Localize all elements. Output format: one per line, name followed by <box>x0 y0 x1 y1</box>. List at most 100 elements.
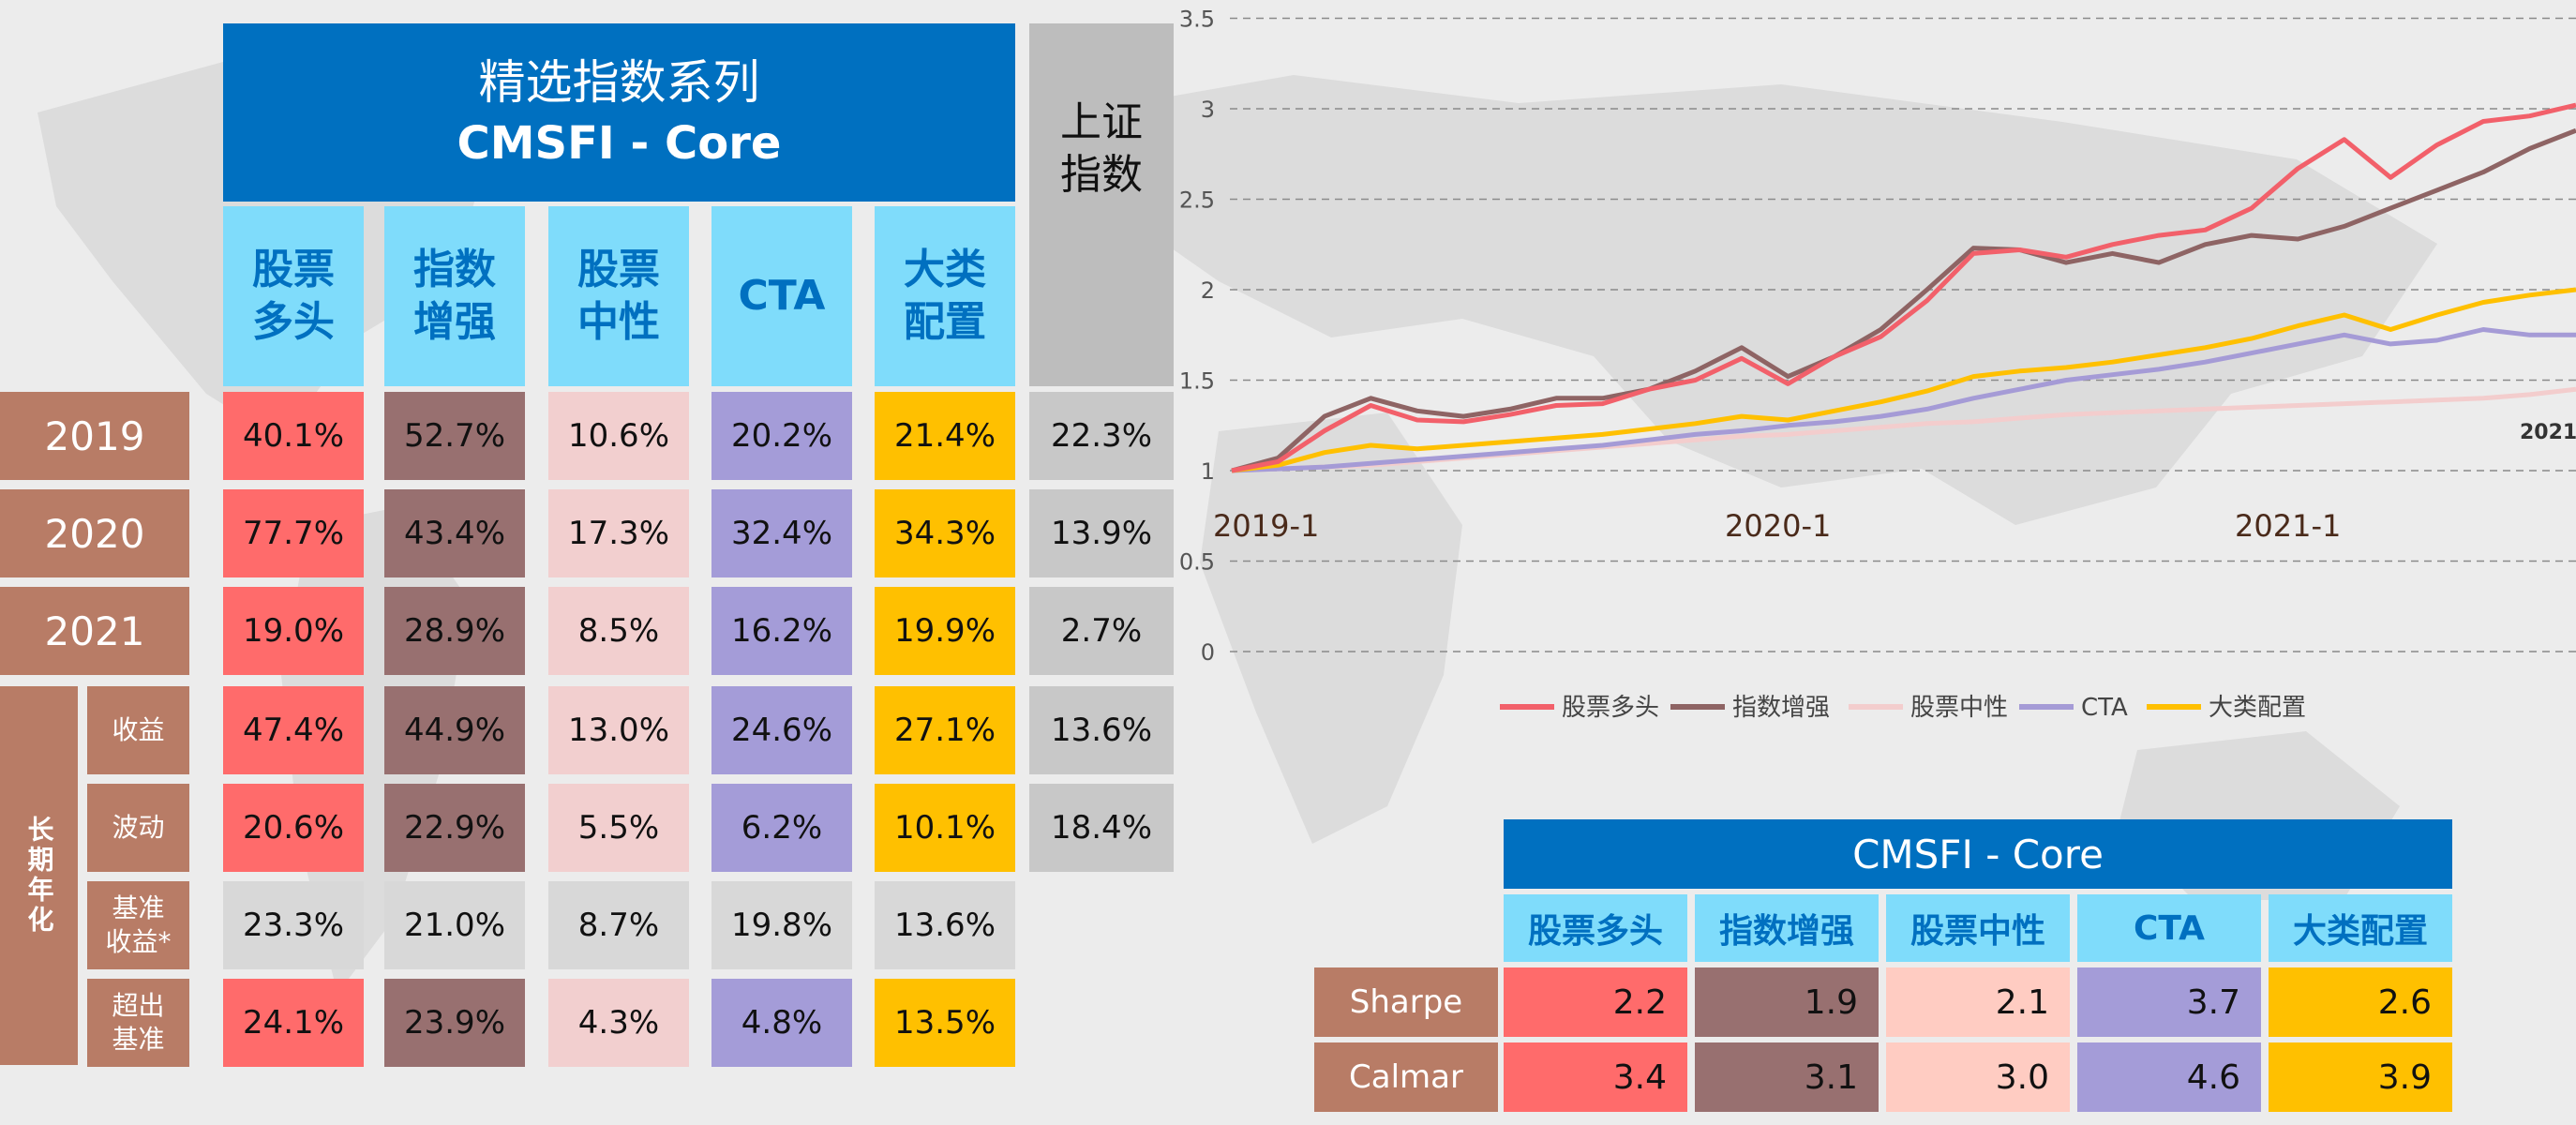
cell-r0-c0: 40.1% <box>223 392 364 480</box>
cell-r3-c3: 24.6% <box>711 686 852 774</box>
cell-r3-c1: 44.9% <box>384 686 525 774</box>
cell-r4-c2: 5.5% <box>548 784 689 872</box>
legend-label-1: 指数增强 <box>1732 694 1830 722</box>
y-tick-5: 2.5 <box>1179 188 1215 214</box>
y-tick-3: 1.5 <box>1179 368 1215 395</box>
cell-r2-c4: 19.9% <box>875 587 1015 675</box>
y-tick-1: 0.5 <box>1179 549 1215 576</box>
series-line-3 <box>1231 327 2576 473</box>
cell-r6-c1: 23.9% <box>384 979 525 1067</box>
cell-r2-c2: 8.5% <box>548 587 689 675</box>
legend-label-4: 大类配置 <box>2209 694 2306 722</box>
chart-x-tick-labels: 2019-1 2020-1 2021-1 2021 <box>1213 421 2576 544</box>
legend-label-3: CTA <box>2081 694 2128 722</box>
benchmark-header-line2: 指数 <box>1060 150 1143 199</box>
row-label-2: 2021 <box>0 587 189 675</box>
col-header-3: CTA <box>711 206 852 386</box>
bottom-row-label-1: Calmar <box>1314 1042 1498 1112</box>
chart-legend: 股票多头 指数增强 股票中性 CTA 大类配置 <box>1500 694 2306 722</box>
left-table-title: 精选指数系列 CMSFI - Core <box>223 23 1015 202</box>
y-tick-0: 0 <box>1201 639 1215 666</box>
benchmark-cell-3: 13.6% <box>1029 686 1174 774</box>
cell-r0-c3: 20.2% <box>711 392 852 480</box>
bottom-col-header-2: 股票中性 <box>1886 894 2070 962</box>
series-line-4 <box>1231 287 2576 473</box>
cell-r0-c4: 21.4% <box>875 392 1015 480</box>
y-tick-7: 3.5 <box>1179 7 1215 33</box>
col-header-0: 股票 多头 <box>223 206 364 386</box>
bottom-cell-r1-c1: 3.1 <box>1695 1042 1879 1112</box>
row-label-1: 2020 <box>0 489 189 578</box>
cell-r5-c3: 19.8% <box>711 881 852 969</box>
cell-r4-c1: 22.9% <box>384 784 525 872</box>
benchmark-cell-2: 2.7% <box>1029 587 1174 675</box>
bottom-cell-r0-c2: 2.1 <box>1886 968 2070 1037</box>
bottom-cell-r1-c3: 4.6 <box>2077 1042 2261 1112</box>
bottom-table-title: CMSFI - Core <box>1504 819 2452 889</box>
row-label-3: 收益 <box>87 686 189 774</box>
cell-r1-c3: 32.4% <box>711 489 852 578</box>
bottom-cell-r1-c2: 3.0 <box>1886 1042 2070 1112</box>
cell-r2-c0: 19.0% <box>223 587 364 675</box>
cell-r3-c2: 13.0% <box>548 686 689 774</box>
benchmark-cell-1: 13.9% <box>1029 489 1174 578</box>
y-tick-2: 1 <box>1201 458 1215 485</box>
bottom-cell-r0-c3: 3.7 <box>2077 968 2261 1037</box>
cell-r1-c4: 34.3% <box>875 489 1015 578</box>
cell-r4-c0: 20.6% <box>223 784 364 872</box>
benchmark-cell-0: 22.3% <box>1029 392 1174 480</box>
row-label-6: 超出 基准 <box>87 979 189 1067</box>
legend-label-2: 股票中性 <box>1910 694 2008 722</box>
chart-y-tick-labels: 0 0.5 1 1.5 2 2.5 3 3.5 <box>1179 7 1215 667</box>
y-tick-4: 2 <box>1201 278 1215 304</box>
cell-r0-c1: 52.7% <box>384 392 525 480</box>
bottom-col-header-3: CTA <box>2077 894 2261 962</box>
bottom-col-header-4: 大类配置 <box>2269 894 2452 962</box>
x-tick-0: 2019-1 <box>1213 508 1319 544</box>
cell-r1-c2: 17.3% <box>548 489 689 578</box>
bottom-col-header-1: 指数增强 <box>1695 894 1879 962</box>
benchmark-cell-4: 18.4% <box>1029 784 1174 872</box>
x-tick-1: 2020-1 <box>1725 508 1831 544</box>
cell-r4-c3: 6.2% <box>711 784 852 872</box>
cell-r5-c4: 13.6% <box>875 881 1015 969</box>
cell-r1-c0: 77.7% <box>223 489 364 578</box>
legend-label-0: 股票多头 <box>1562 694 1659 722</box>
cell-r6-c3: 4.8% <box>711 979 852 1067</box>
chart-grid <box>1230 17 2576 652</box>
cell-r2-c3: 16.2% <box>711 587 852 675</box>
series-line-0 <box>1231 102 2576 473</box>
x-tick-2: 2021-1 <box>2235 508 2341 544</box>
col-header-4: 大类 配置 <box>875 206 1015 386</box>
cell-r3-c4: 27.1% <box>875 686 1015 774</box>
y-tick-6: 3 <box>1201 97 1215 123</box>
cell-r6-c0: 24.1% <box>223 979 364 1067</box>
series-line-1 <box>1231 128 2576 473</box>
col-header-1: 指数 增强 <box>384 206 525 386</box>
bottom-col-header-0: 股票多头 <box>1504 894 1687 962</box>
cell-r4-c4: 10.1% <box>875 784 1015 872</box>
chart-series-group <box>1231 102 2576 473</box>
cell-r1-c1: 43.4% <box>384 489 525 578</box>
bottom-cell-r0-c1: 1.9 <box>1695 968 1879 1037</box>
cell-r6-c4: 13.5% <box>875 979 1015 1067</box>
nav-line-chart: 00.511.522.533.5 2019-1 2020-1 2021-12021 … <box>1179 7 2576 722</box>
col-header-2: 股票 中性 <box>548 206 689 386</box>
row-label-5: 基准 收益* <box>87 881 189 969</box>
cell-r5-c2: 8.7% <box>548 881 689 969</box>
cell-r6-c2: 4.3% <box>548 979 689 1067</box>
row-label-4: 波动 <box>87 784 189 872</box>
row-label-0: 2019 <box>0 392 189 480</box>
left-table-title-line2: CMSFI - Core <box>457 117 782 170</box>
cell-r5-c1: 21.0% <box>384 881 525 969</box>
benchmark-header: 上证 指数 <box>1029 23 1174 386</box>
benchmark-header-line1: 上证 <box>1060 98 1143 146</box>
cell-r2-c1: 28.9% <box>384 587 525 675</box>
left-table-title-line1: 精选指数系列 <box>478 55 760 110</box>
bottom-cell-r0-c4: 2.6 <box>2269 968 2452 1037</box>
bottom-cell-r1-c0: 3.4 <box>1504 1042 1687 1112</box>
cell-r5-c0: 23.3% <box>223 881 364 969</box>
group-label-annualized: 长期年化 <box>0 686 78 1065</box>
bottom-cell-r1-c4: 3.9 <box>2269 1042 2452 1112</box>
bottom-row-label-0: Sharpe <box>1314 968 1498 1037</box>
